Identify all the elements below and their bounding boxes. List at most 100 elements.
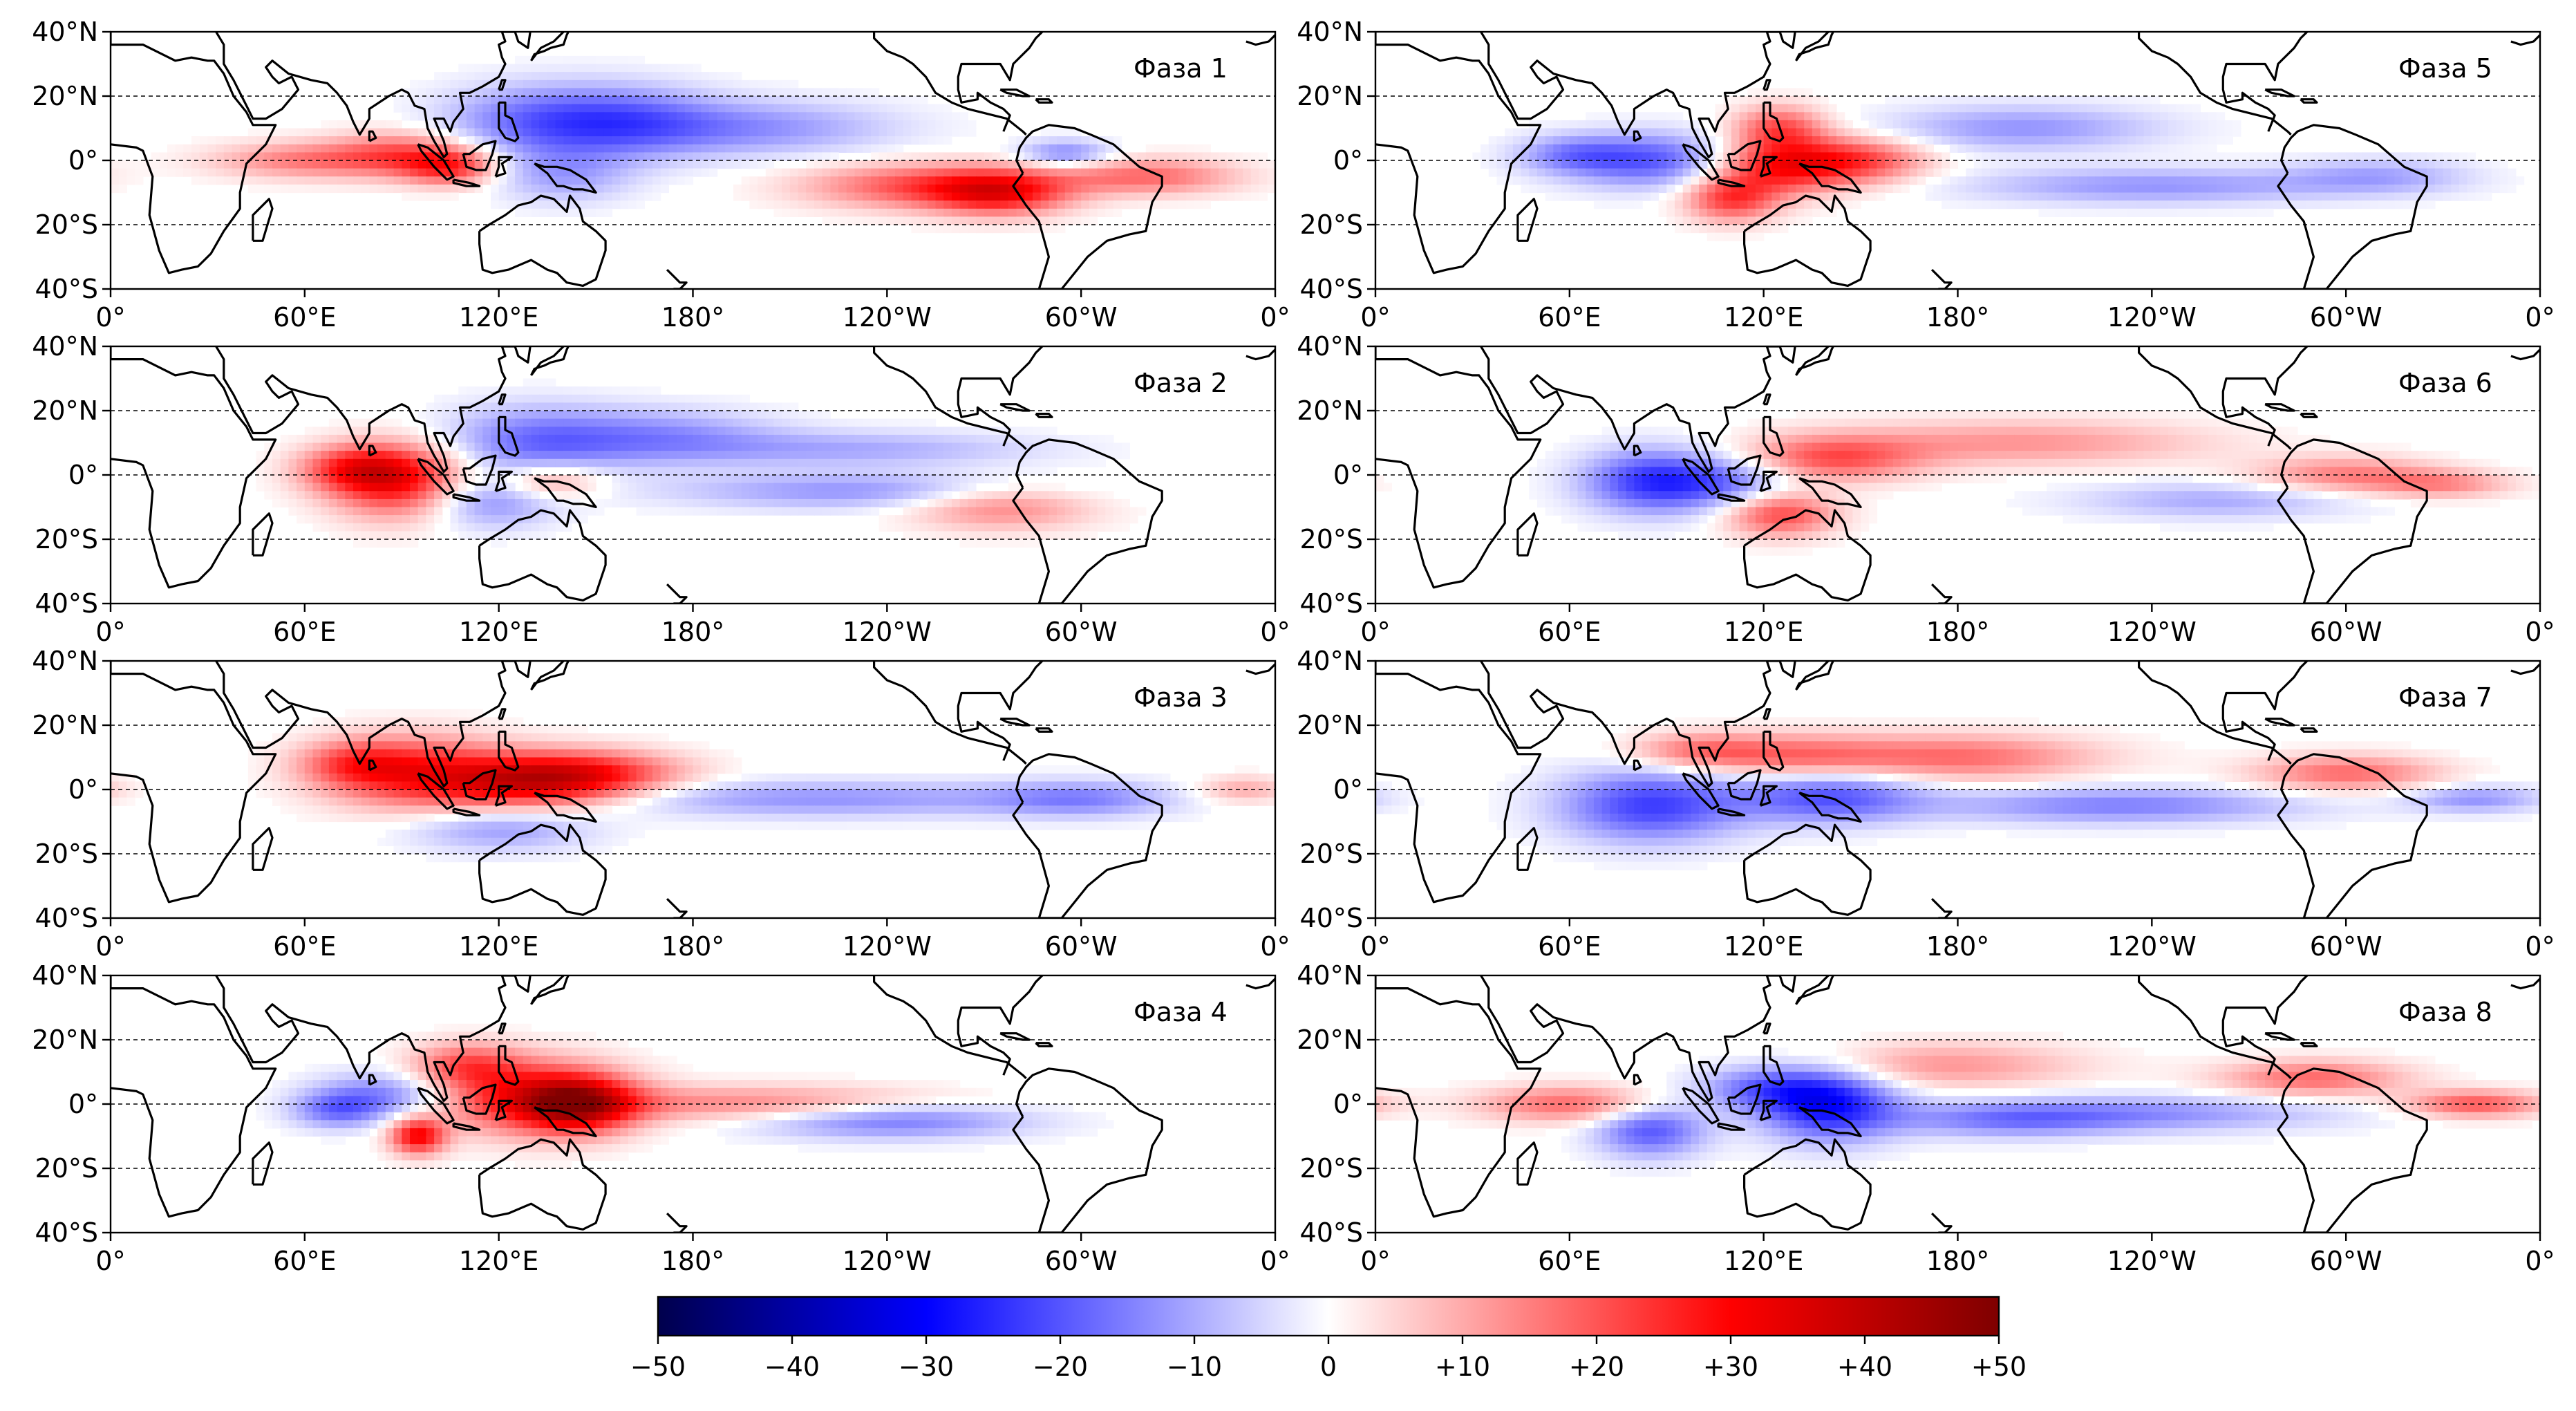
lon-tick-label: 60°E bbox=[1538, 302, 1601, 333]
lat-tick-label: 0° bbox=[1333, 145, 1363, 176]
lon-tick-label: 120°W bbox=[843, 931, 932, 962]
lat-tick-label: 40°N bbox=[32, 960, 98, 991]
colorbar-gradient bbox=[658, 1297, 1999, 1336]
lat-tick-label: 40°N bbox=[1297, 331, 1363, 362]
lat-tick-label: 0° bbox=[68, 1089, 98, 1119]
lat-tick-label: 40°S bbox=[1300, 903, 1363, 933]
lat-tick-label: 20°N bbox=[32, 81, 98, 111]
anomaly-field bbox=[1375, 950, 2541, 1233]
lon-tick-label: 0° bbox=[1260, 931, 1290, 962]
lat-tick-label: 0° bbox=[1333, 460, 1363, 490]
phase-label: Фаза 6 bbox=[2398, 368, 2492, 398]
lon-tick-label: 180° bbox=[1926, 931, 1990, 962]
anomaly-field bbox=[1375, 635, 2541, 918]
colorbar-tick-label: +40 bbox=[1837, 1352, 1892, 1382]
lon-tick-label: 60°E bbox=[1538, 617, 1601, 647]
lat-tick-label: 0° bbox=[1333, 774, 1363, 805]
lon-tick-label: 60°E bbox=[273, 302, 336, 333]
lat-tick-label: 20°S bbox=[1300, 209, 1363, 240]
lat-tick-label: 20°N bbox=[1297, 395, 1363, 426]
lon-tick-label: 120°W bbox=[843, 1246, 932, 1276]
lat-tick-label: 40°N bbox=[1297, 960, 1363, 991]
lon-tick-label: 120°W bbox=[2107, 931, 2197, 962]
lon-tick-label: 120°W bbox=[2107, 617, 2197, 647]
lon-tick-label: 180° bbox=[1926, 1246, 1990, 1276]
lat-tick-label: 40°S bbox=[35, 1217, 98, 1248]
colorbar-tick-label: −50 bbox=[630, 1352, 686, 1382]
anomaly-field bbox=[1375, 321, 2541, 604]
lat-tick-label: 0° bbox=[68, 145, 98, 176]
lon-tick-label: 60°W bbox=[1045, 617, 1118, 647]
lon-tick-label: 120°E bbox=[1724, 931, 1804, 962]
lon-tick-label: 0° bbox=[95, 1246, 125, 1276]
anomaly-field bbox=[111, 950, 1275, 1233]
lat-tick-label: 40°N bbox=[1297, 646, 1363, 676]
lat-tick-label: 20°N bbox=[1297, 1025, 1363, 1055]
lat-tick-label: 20°S bbox=[1300, 524, 1363, 554]
anomaly-field bbox=[111, 635, 1276, 918]
lon-tick-label: 120°E bbox=[1724, 302, 1804, 333]
phase-label: Фаза 4 bbox=[1134, 997, 1228, 1027]
lon-tick-label: 180° bbox=[661, 617, 725, 647]
lat-tick-label: 20°N bbox=[32, 395, 98, 426]
lon-tick-label: 0° bbox=[2525, 302, 2555, 333]
colorbar-tick-label: −30 bbox=[899, 1352, 954, 1382]
lat-tick-label: 20°S bbox=[35, 839, 98, 869]
lon-tick-label: 120°E bbox=[1724, 617, 1804, 647]
phase-label: Фаза 7 bbox=[2398, 682, 2492, 713]
lat-tick-label: 20°N bbox=[1297, 81, 1363, 111]
lon-tick-label: 0° bbox=[95, 302, 125, 333]
lon-tick-label: 120°W bbox=[2107, 1246, 2197, 1276]
lon-tick-label: 0° bbox=[1360, 302, 1390, 333]
lat-tick-label: 0° bbox=[68, 460, 98, 490]
colorbar-tick-label: −40 bbox=[764, 1352, 820, 1382]
lon-tick-label: 120°W bbox=[843, 617, 932, 647]
lon-tick-label: 0° bbox=[1360, 1246, 1390, 1276]
lon-tick-label: 180° bbox=[1926, 617, 1990, 647]
lat-tick-label: 20°S bbox=[35, 524, 98, 554]
lat-tick-label: 40°N bbox=[32, 646, 98, 676]
lon-tick-label: 120°W bbox=[843, 302, 932, 333]
lon-tick-label: 60°W bbox=[2310, 302, 2382, 333]
lat-tick-label: 40°S bbox=[1300, 274, 1363, 304]
lat-tick-label: 20°N bbox=[32, 710, 98, 740]
lat-tick-label: 20°S bbox=[1300, 839, 1363, 869]
lat-tick-label: 0° bbox=[68, 774, 98, 805]
lon-tick-label: 180° bbox=[661, 931, 725, 962]
lon-tick-label: 60°W bbox=[1045, 1246, 1118, 1276]
lon-tick-label: 120°E bbox=[459, 1246, 539, 1276]
colorbar-tick-label: 0 bbox=[1320, 1352, 1337, 1382]
lon-tick-label: 180° bbox=[1926, 302, 1990, 333]
lon-tick-label: 60°E bbox=[1538, 931, 1601, 962]
anomaly-field bbox=[111, 6, 1276, 289]
lon-tick-label: 0° bbox=[1360, 931, 1390, 962]
lat-tick-label: 40°N bbox=[1297, 17, 1363, 47]
lon-tick-label: 0° bbox=[2525, 1246, 2555, 1276]
lat-tick-label: 40°N bbox=[32, 331, 98, 362]
phase-label: Фаза 5 bbox=[2398, 53, 2492, 84]
lon-tick-label: 180° bbox=[661, 1246, 725, 1276]
lat-tick-label: 40°N bbox=[32, 17, 98, 47]
lon-tick-label: 0° bbox=[2525, 617, 2555, 647]
lon-tick-label: 60°W bbox=[2310, 617, 2382, 647]
lon-tick-label: 60°E bbox=[273, 1246, 336, 1276]
lon-tick-label: 120°W bbox=[2107, 302, 2197, 333]
lat-tick-label: 40°S bbox=[1300, 588, 1363, 619]
phase-label: Фаза 8 bbox=[2398, 997, 2492, 1027]
lat-tick-label: 20°N bbox=[1297, 710, 1363, 740]
phase-label: Фаза 3 bbox=[1134, 682, 1228, 713]
lon-tick-label: 0° bbox=[1260, 617, 1290, 647]
lon-tick-label: 60°W bbox=[1045, 931, 1118, 962]
lon-tick-label: 60°W bbox=[2310, 1246, 2382, 1276]
colorbar-tick-label: +50 bbox=[1971, 1352, 2027, 1382]
lon-tick-label: 0° bbox=[1260, 1246, 1290, 1276]
lon-tick-label: 60°E bbox=[273, 617, 336, 647]
